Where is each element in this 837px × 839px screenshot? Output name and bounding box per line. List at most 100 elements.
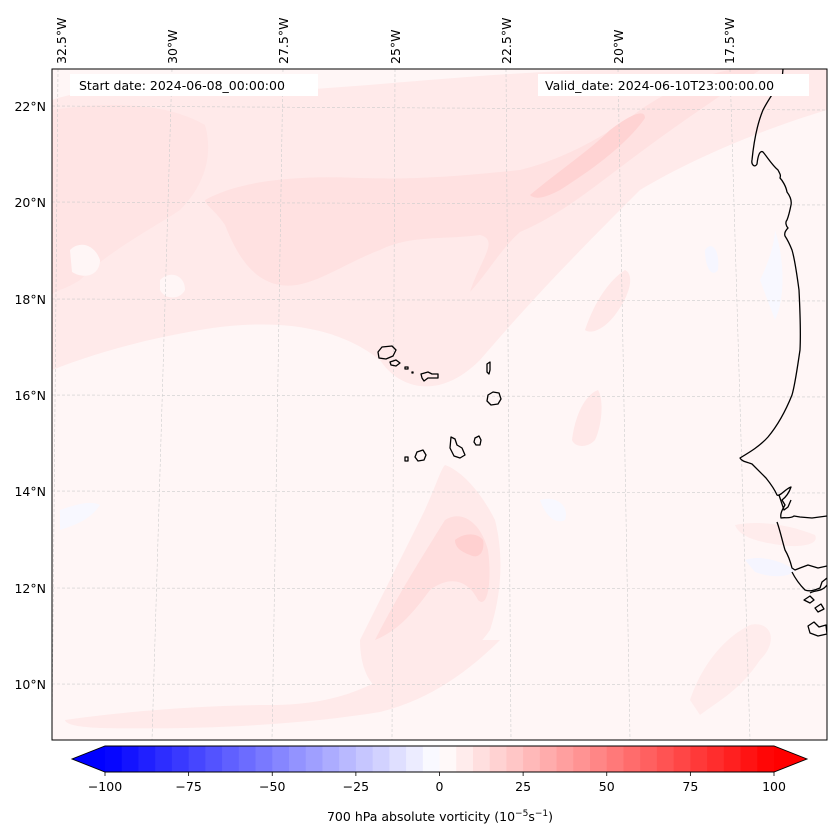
colorbar-swatch (288, 746, 307, 772)
colorbar-tick-label: −100 (88, 779, 122, 794)
lat-tick-labels: 22°N 20°N 18°N 16°N 14°N 12°N 10°N (14, 99, 46, 692)
colorbar-swatch (640, 746, 658, 772)
gridline-lon-32-5 (52, 69, 59, 740)
contour-negative-5 (705, 246, 719, 273)
coastline-senegal-estuary (778, 494, 792, 511)
colorbar-swatch (372, 746, 390, 772)
colorbar-swatch (222, 746, 240, 772)
lat-tick-label: 20°N (14, 195, 46, 210)
colorbar-tick-label: −75 (175, 779, 201, 794)
colorbar-swatch (556, 746, 574, 772)
valid-date-box (538, 74, 809, 96)
colorbar-tick-label: 25 (515, 779, 531, 794)
contour-patch-east-2 (572, 390, 602, 446)
colorbar-tick-label: 75 (682, 779, 698, 794)
contour-patch-coast (735, 523, 816, 547)
colorbar-swatch (707, 746, 725, 772)
gridline-lat-18 (52, 298, 827, 302)
colorbar-swatch (322, 746, 340, 772)
gridline-lon-22-5 (505, 69, 512, 740)
gridline-lat-10 (52, 683, 827, 686)
island-maio (473, 435, 482, 446)
colorbar-swatch (355, 746, 374, 772)
lon-tick-label: 17.5°W (722, 18, 737, 64)
colorbar-tick-label: −50 (259, 779, 285, 794)
colorbar-swatch (590, 746, 608, 772)
gridline-lat-20 (52, 201, 827, 206)
lon-tick-label: 32.5°W (54, 18, 69, 64)
gridline-lon-25 (391, 69, 396, 740)
colorbar-swatch (539, 746, 558, 772)
island-santa-luzia (404, 366, 409, 370)
island-santo-antao (377, 345, 397, 360)
island-boa-vista (486, 391, 502, 406)
colorbar-swatch (305, 746, 323, 772)
colorbar-swatch (757, 746, 775, 772)
contour-negative-1 (745, 558, 795, 577)
vorticity-contours (52, 69, 827, 729)
lat-tick-label: 22°N (14, 99, 46, 114)
gridline-lat-12 (52, 587, 827, 590)
colorbar-swatch (439, 746, 457, 772)
colorbar-swatch (673, 746, 691, 772)
contour-negative-3 (760, 230, 783, 320)
gridline-lon-20 (617, 69, 631, 740)
coastline-guinea-bissau (776, 521, 827, 571)
island-sao-nicolau (420, 371, 439, 382)
colorbar-tick-label: −25 (343, 779, 369, 794)
contour-patch-southeast (690, 624, 771, 715)
gridline-lon-30 (151, 69, 173, 740)
contour-blob-west (52, 105, 209, 295)
island-santiago (449, 436, 466, 459)
colorbar-swatch (406, 746, 424, 772)
gridlines (52, 69, 827, 740)
contour-gap-1 (70, 244, 100, 276)
colorbar-tick-label: 0 (436, 779, 444, 794)
contour-south-inner (455, 534, 484, 557)
colorbar-swatches (105, 746, 775, 772)
colorbar-swatch (623, 746, 641, 772)
colorbar-swatch (573, 746, 591, 772)
island-sal (486, 361, 491, 375)
colorbar-swatch (339, 746, 357, 772)
valid-date-label: Valid_date: 2024-06-10T23:00:00.00 (545, 78, 774, 93)
contour-negative-4 (60, 502, 100, 530)
contour-streak-northeast (530, 113, 645, 198)
colorbar-swatch (105, 746, 123, 772)
colorbar-swatch (506, 746, 524, 772)
colorbar-swatch (606, 746, 624, 772)
coastline (739, 69, 827, 637)
colorbar-swatch (422, 746, 441, 772)
lon-tick-label: 22.5°W (499, 18, 514, 64)
colorbar-swatch (389, 746, 407, 772)
start-date-label: Start date: 2024-06-08_00:00:00 (79, 78, 285, 93)
colorbar-swatch (690, 746, 708, 772)
island-sao-vicente (389, 359, 401, 367)
colorbar: −100 −75 −50 −25 0 25 50 75 100 700 hPa absolute… (70, 745, 809, 824)
island-brava (404, 456, 409, 462)
colorbar-extend-min (72, 746, 105, 772)
gridline-lon-17-5 (729, 69, 751, 740)
gridline-lon-27-5 (271, 69, 284, 740)
contour-negative-2 (540, 498, 566, 522)
coastline-guinea-south (809, 584, 827, 594)
lat-tick-label: 18°N (14, 292, 46, 307)
colorbar-label: 700 hPa absolute vorticity (10−5s−1) (327, 809, 553, 824)
colorbar-tick-label: 100 (762, 779, 786, 794)
gridline-lat-22 (52, 105, 827, 111)
lon-tick-labels: 32.5°W 30°W 27.5°W 25°W 22.5°W 20°W 17.5… (54, 18, 737, 64)
contour-band-south (65, 640, 500, 729)
lat-tick-label: 16°N (14, 388, 46, 403)
coastline-guinea (791, 571, 827, 592)
colorbar-swatch (171, 746, 190, 772)
colorbar-swatch (138, 746, 156, 772)
lat-tick-label: 10°N (14, 677, 46, 692)
lat-tick-label: 14°N (14, 484, 46, 499)
colorbar-swatch (272, 746, 290, 772)
colorbar-swatch (472, 746, 491, 772)
colorbar-swatch (656, 746, 675, 772)
island-fogo (414, 449, 427, 462)
contour-patch-east-1 (585, 270, 631, 332)
lon-tick-label: 27.5°W (276, 18, 291, 64)
